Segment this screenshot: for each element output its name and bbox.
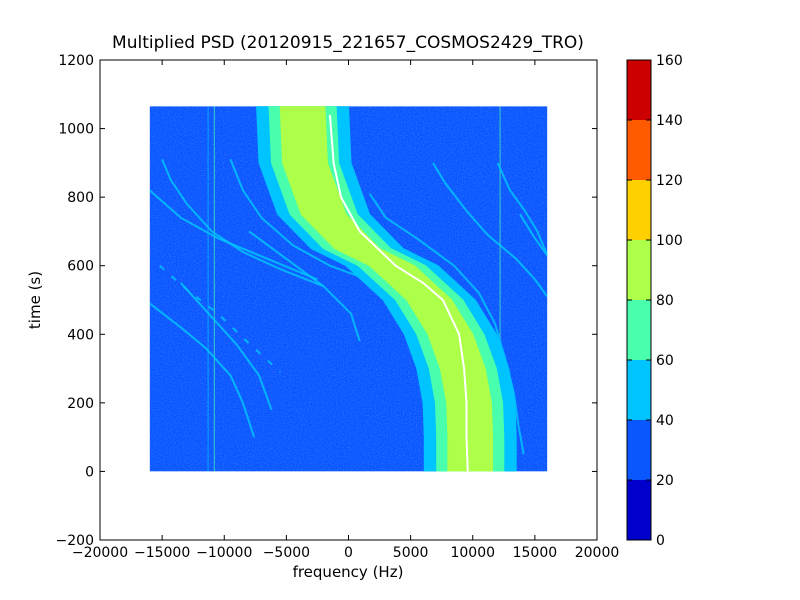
faint-trace-0 [161, 159, 324, 288]
colorbar-tick-label: 140 [656, 113, 683, 129]
chart-title: Multiplied PSD (20120915_221657_COSMOS24… [112, 33, 584, 53]
faint-trace-9 [519, 213, 548, 256]
x-tick-label: −5000 [263, 545, 310, 561]
faint-trace-7 [432, 162, 548, 298]
colorbar-tick-label: 80 [656, 293, 674, 309]
y-tick-label: 400 [67, 327, 94, 343]
faint-trace-1 [229, 159, 368, 281]
colorbar-tick-label: 160 [656, 53, 683, 69]
x-axis-label: frequency (Hz) [293, 563, 404, 581]
faint-trace-2 [149, 189, 318, 281]
faint-trace-8 [496, 162, 548, 256]
colorbar-level-5 [627, 180, 651, 240]
faint-trace-3 [149, 302, 256, 438]
colorbar-tick-label: 120 [656, 173, 683, 189]
heatmap-data [149, 106, 548, 472]
colorbar-tick-label: 20 [656, 473, 674, 489]
faint-trace-5 [248, 230, 361, 342]
x-tick-label: 10000 [450, 545, 495, 561]
y-tick-label: 0 [85, 464, 94, 480]
colorbar-level-7 [627, 60, 651, 120]
colorbar-tick-label: 0 [656, 533, 665, 549]
colorbar-level-0 [627, 480, 651, 540]
x-axis: −20000 −15000 −10000 −5000 0 5000 10000 15000 20… [72, 60, 619, 561]
colorbar-level-6 [627, 120, 651, 180]
y-tick-label: 200 [67, 396, 94, 412]
tracked-line [328, 114, 469, 472]
y-axis-label: time (s) [26, 271, 44, 329]
x-tick-label: 15000 [513, 545, 558, 561]
y-tick-label: 600 [67, 259, 94, 275]
y-tick-label: −200 [56, 533, 94, 549]
y-tick-label: 1200 [58, 53, 94, 69]
x-tick-label: −10000 [196, 545, 252, 561]
colorbar-tick-label: 40 [656, 413, 674, 429]
faint-trace-4 [180, 282, 273, 411]
x-tick-label: 20000 [575, 545, 620, 561]
colorbar-level-1 [627, 420, 651, 480]
colorbar-tick-label: 60 [656, 353, 674, 369]
heatmap-content [149, 106, 548, 472]
main-band-level-2 [279, 106, 494, 472]
colorbar-level-4 [627, 240, 651, 300]
faint-trace-6 [368, 193, 525, 455]
colorbar-level-2 [627, 360, 651, 420]
dashed-trace-0 [158, 264, 281, 373]
x-tick-label: 0 [344, 545, 353, 561]
y-tick-label: 1000 [58, 122, 94, 138]
x-tick-label: −20000 [72, 545, 128, 561]
x-tick-label: 5000 [393, 545, 429, 561]
colorbar-tick-label: 100 [656, 233, 683, 249]
x-tick-label: −15000 [134, 545, 190, 561]
y-axis: −200 0 200 400 600 800 1000 1200 [56, 53, 597, 549]
colorbar: 0 20 40 60 80 100 120 140 160 [626, 53, 683, 549]
colorbar-level-3 [627, 300, 651, 360]
y-tick-label: 800 [67, 190, 94, 206]
plot-area: −20000 −15000 −10000 −5000 0 5000 10000 15000 20… [56, 53, 620, 561]
